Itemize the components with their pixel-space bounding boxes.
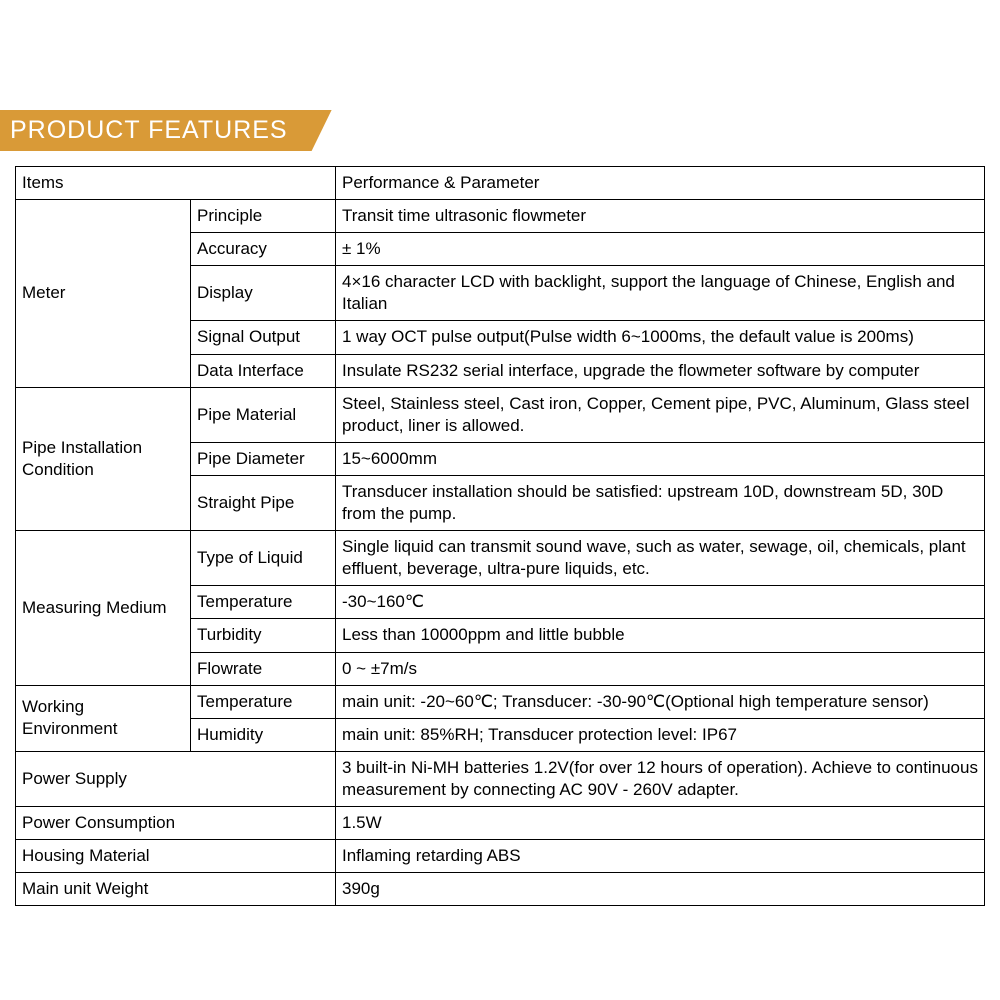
- cell-value: Steel, Stainless steel, Cast iron, Coppe…: [336, 387, 985, 442]
- cell-value: Less than 10000ppm and little bubble: [336, 619, 985, 652]
- sub-label: Data Interface: [191, 354, 336, 387]
- sub-label: Temperature: [191, 685, 336, 718]
- cell-value: Inflaming retarding ABS: [336, 840, 985, 873]
- section-title: PRODUCT FEATURES: [0, 110, 332, 151]
- sub-label: Accuracy: [191, 233, 336, 266]
- cell-value: Single liquid can transmit sound wave, s…: [336, 531, 985, 586]
- header-value: Performance & Parameter: [336, 167, 985, 200]
- cell-value: 4×16 character LCD with backlight, suppo…: [336, 266, 985, 321]
- category-label: Measuring Medium: [16, 531, 191, 685]
- table-row: Power Consumption 1.5W: [16, 806, 985, 839]
- sub-label: Humidity: [191, 718, 336, 751]
- sub-label: Signal Output: [191, 321, 336, 354]
- spec-table: Items Performance & Parameter Meter Prin…: [15, 166, 985, 906]
- sub-label: Turbidity: [191, 619, 336, 652]
- table-row: Meter Principle Transit time ultrasonic …: [16, 200, 985, 233]
- cell-value: main unit: -20~60℃; Transducer: -30-90℃(…: [336, 685, 985, 718]
- sub-label: Straight Pipe: [191, 475, 336, 530]
- cell-value: 15~6000mm: [336, 442, 985, 475]
- cell-value: Transducer installation should be satisf…: [336, 475, 985, 530]
- cell-value: 390g: [336, 873, 985, 906]
- sub-label: Temperature: [191, 586, 336, 619]
- category-label: Meter: [16, 200, 191, 388]
- sub-label: Pipe Material: [191, 387, 336, 442]
- header-items: Items: [16, 167, 336, 200]
- table-row: Main unit Weight 390g: [16, 873, 985, 906]
- table-row: Working Environment Temperature main uni…: [16, 685, 985, 718]
- category-label: Working Environment: [16, 685, 191, 751]
- cell-value: main unit: 85%RH; Transducer protection …: [336, 718, 985, 751]
- cell-value: Transit time ultrasonic flowmeter: [336, 200, 985, 233]
- cell-value: Insulate RS232 serial interface, upgrade…: [336, 354, 985, 387]
- table-row: Power Supply 3 built-in Ni-MH batteries …: [16, 751, 985, 806]
- cell-value: 0 ~ ±7m/s: [336, 652, 985, 685]
- cell-value: -30~160℃: [336, 586, 985, 619]
- simple-label: Main unit Weight: [16, 873, 336, 906]
- simple-label: Housing Material: [16, 840, 336, 873]
- category-label: Pipe Installation Condition: [16, 387, 191, 530]
- cell-value: 3 built-in Ni-MH batteries 1.2V(for over…: [336, 751, 985, 806]
- sub-label: Principle: [191, 200, 336, 233]
- sub-label: Display: [191, 266, 336, 321]
- table-header-row: Items Performance & Parameter: [16, 167, 985, 200]
- simple-label: Power Supply: [16, 751, 336, 806]
- cell-value: 1.5W: [336, 806, 985, 839]
- table-row: Pipe Installation Condition Pipe Materia…: [16, 387, 985, 442]
- table-row: Measuring Medium Type of Liquid Single l…: [16, 531, 985, 586]
- cell-value: ± 1%: [336, 233, 985, 266]
- simple-label: Power Consumption: [16, 806, 336, 839]
- sub-label: Type of Liquid: [191, 531, 336, 586]
- cell-value: 1 way OCT pulse output(Pulse width 6~100…: [336, 321, 985, 354]
- sub-label: Pipe Diameter: [191, 442, 336, 475]
- table-row: Housing Material Inflaming retarding ABS: [16, 840, 985, 873]
- sub-label: Flowrate: [191, 652, 336, 685]
- section-banner: PRODUCT FEATURES: [0, 110, 1000, 154]
